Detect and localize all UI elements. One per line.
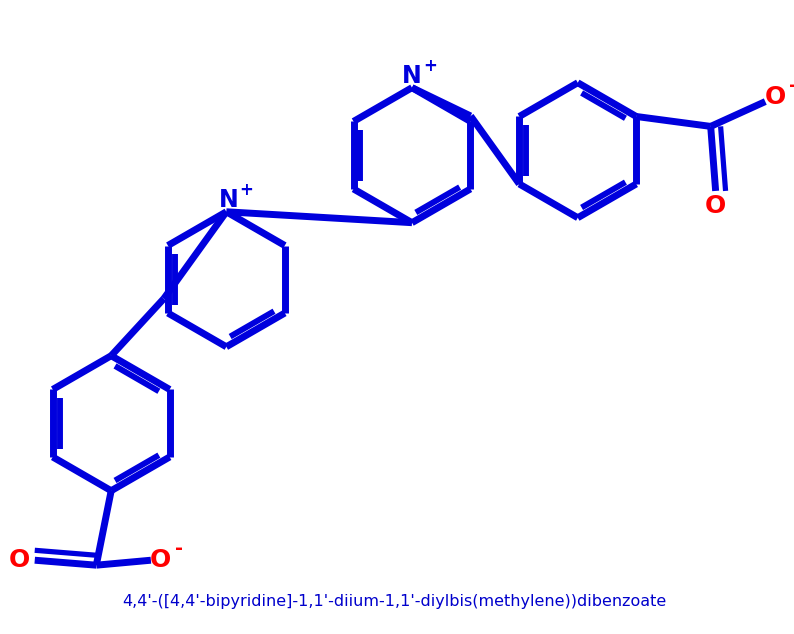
Text: -: - [789, 76, 794, 95]
Text: N: N [218, 188, 238, 212]
Text: O: O [150, 548, 172, 573]
Text: +: + [423, 57, 437, 75]
Text: O: O [10, 548, 30, 573]
Text: -: - [175, 539, 183, 558]
Text: 4,4'-([4,4'-bipyridine]-1,1'-diium-1,1'-diylbis(methylene))dibenzoate: 4,4'-([4,4'-bipyridine]-1,1'-diium-1,1'-… [122, 595, 666, 609]
Text: N: N [402, 64, 422, 87]
Text: O: O [705, 194, 727, 218]
Text: O: O [765, 84, 786, 108]
Text: +: + [239, 181, 253, 199]
